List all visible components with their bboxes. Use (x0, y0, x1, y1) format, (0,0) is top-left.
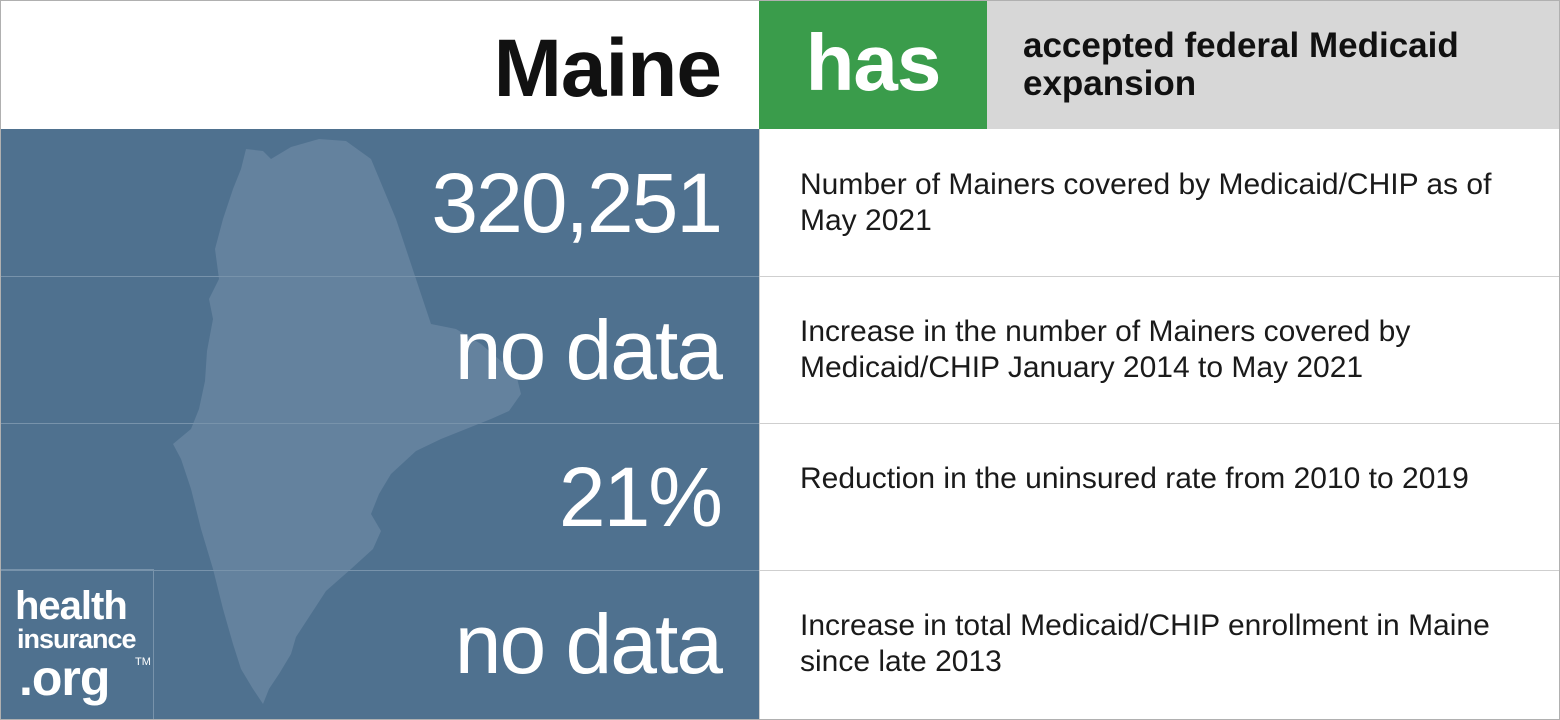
description-increase-covered: Increase in the number of Mainers covere… (800, 315, 1411, 384)
state-header: Maine (1, 1, 759, 129)
stat-value-uninsured-reduction: 21% (558, 450, 723, 544)
expansion-status-description: accepted federal Medicaid expansion (1023, 26, 1459, 103)
stat-value-enrollment-increase: no data (454, 597, 723, 691)
descriptions-panel: Number of Mainers covered by Medicaid/CH… (759, 129, 1559, 719)
stat-value-covered: 320,251 (431, 156, 723, 250)
stat-row: 21% (1, 423, 759, 571)
description-row: Number of Mainers covered by Medicaid/CH… (760, 129, 1559, 277)
expansion-status-badge: has (759, 1, 987, 129)
description-row: Increase in total Medicaid/CHIP enrollme… (760, 570, 1559, 717)
stat-row: 320,251 (1, 129, 759, 277)
description-row: Increase in the number of Mainers covere… (760, 276, 1559, 424)
healthinsurance-org-logo: health insurance .org TM (1, 569, 154, 719)
stat-row: no data (1, 570, 759, 717)
stat-value-increase-covered: no data (454, 303, 723, 397)
maine-map-icon (173, 139, 521, 704)
logo-line-org: .org (19, 650, 110, 706)
expansion-status-word: has (805, 18, 942, 107)
stats-panel: 320,251 no data 21% no data health insur… (1, 129, 759, 719)
logo-trademark: TM (135, 656, 151, 668)
description-row: Reduction in the uninsured rate from 201… (760, 423, 1559, 571)
state-name: Maine (493, 23, 722, 114)
description-enrollment-increase: Increase in total Medicaid/CHIP enrollme… (800, 609, 1490, 678)
logo-line-health: health (15, 584, 128, 628)
description-uninsured-reduction: Reduction in the uninsured rate from 201… (800, 462, 1469, 495)
expansion-status-description-box: accepted federal Medicaid expansion (987, 1, 1559, 129)
description-covered: Number of Mainers covered by Medicaid/CH… (800, 168, 1492, 237)
logo-line-insurance: insurance (17, 624, 137, 654)
stat-row: no data (1, 276, 759, 424)
